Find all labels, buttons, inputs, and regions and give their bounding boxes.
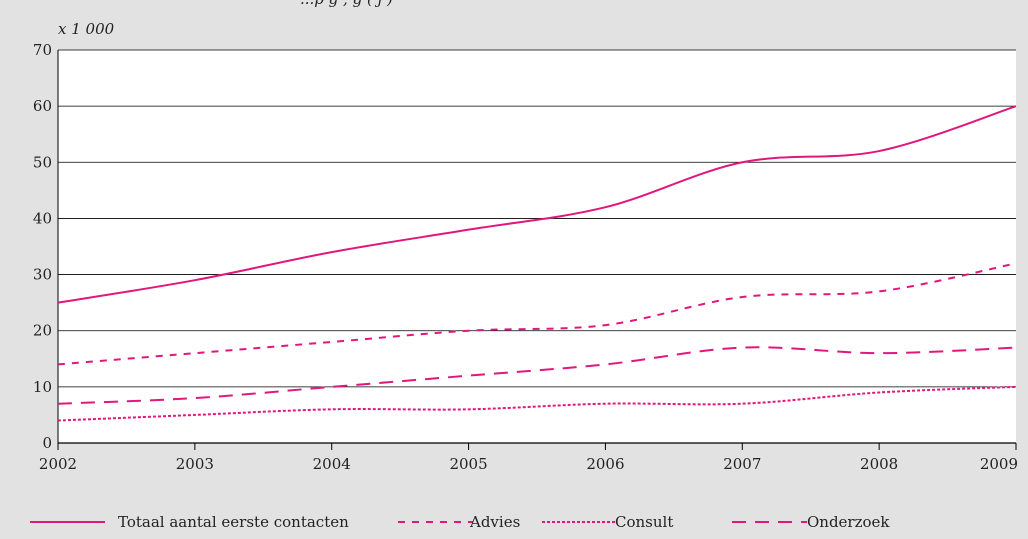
y-tick-label: 40 — [33, 209, 52, 227]
legend-label: Advies — [469, 513, 520, 531]
x-tick-label: 2007 — [723, 455, 761, 473]
legend: Totaal aantal eerste contacten Advies Cons… — [30, 513, 890, 531]
y-tick-label: 50 — [33, 153, 52, 171]
x-tick-label: 2006 — [586, 455, 624, 473]
series-line-totaal-aantal-eerste-contacten — [57, 105, 1017, 304]
gridlines — [58, 49, 1016, 444]
x-tick-label: 2002 — [39, 455, 77, 473]
series-line-consult — [57, 385, 1017, 422]
x-tick-label: 2003 — [176, 455, 214, 473]
x-axis: 2002 2003 2004 2005 2006 2007 2008 2009 — [39, 443, 1018, 473]
x-tick-label: 2008 — [860, 455, 898, 473]
series-line-advies — [57, 262, 1017, 366]
series-line-onderzoek — [57, 346, 1017, 405]
x-tick-label: 2005 — [449, 455, 487, 473]
legend-label: Totaal aantal eerste contacten — [118, 513, 349, 531]
y-tick-label: 20 — [33, 322, 52, 340]
legend-label: Consult — [615, 513, 673, 531]
y-tick-label: 70 — [33, 41, 52, 59]
y-tick-label: 0 — [42, 434, 52, 452]
y-axis: 0 10 20 30 40 50 60 70 — [33, 41, 59, 452]
y-tick-label: 30 — [33, 266, 52, 284]
unit-label: x 1 000 — [58, 20, 115, 38]
legend-label: Onderzoek — [807, 513, 890, 531]
series-lines — [57, 105, 1017, 422]
y-tick-label: 10 — [33, 378, 52, 396]
x-tick-label: 2009 — [980, 455, 1018, 473]
plot-area — [58, 50, 1016, 443]
x-tick-label: 2004 — [313, 455, 351, 473]
y-tick-label: 60 — [33, 97, 52, 115]
chart-title: ...p g , g ( j ) — [300, 0, 393, 8]
